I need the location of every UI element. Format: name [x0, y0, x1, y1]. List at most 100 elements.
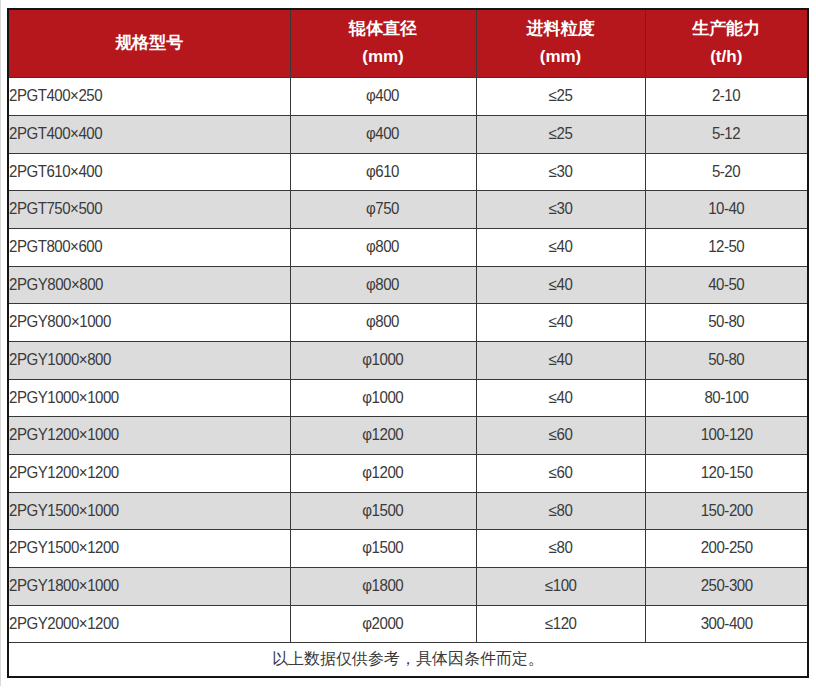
roller-diameter-cell: φ800 — [290, 303, 476, 341]
table-row: 2PGY1500×1000 φ1500 ≤80 150-200 — [8, 492, 808, 529]
feed-size-cell-text: ≤30 — [549, 163, 573, 181]
roller-diameter-cell-text: φ1800 — [363, 577, 404, 595]
capacity-cell: 12-50 — [645, 228, 808, 266]
roller-diameter-cell-text: φ400 — [367, 125, 400, 143]
model-cell: 2PGY1500×1000 — [8, 492, 290, 529]
feed-size-cell-text: ≤60 — [549, 464, 573, 482]
model-cell-text: 2PGT800×600 — [9, 238, 102, 256]
roller-diameter-cell-text: φ1200 — [363, 464, 404, 482]
capacity-cell-text: 12-50 — [708, 238, 744, 256]
roller-diameter-cell: φ1200 — [290, 416, 476, 454]
table-body: 2PGT400×250φ400≤252-102PGT400×400φ400≤25… — [8, 77, 808, 642]
roller-diameter-cell: φ400 — [290, 115, 476, 153]
feed-size-cell: ≤100 — [476, 567, 645, 605]
model-cell: 2PGY2000×1200 — [8, 605, 290, 642]
model-cell: 2PGT800×600 — [8, 228, 290, 266]
table-footer: 以上数据仅供参考，具体因条件而定。 — [8, 642, 808, 677]
feed-size-cell: ≤40 — [476, 341, 645, 379]
table-row: 2PGT750×500φ750≤3010-40 — [8, 190, 808, 228]
table-row: 2PGY2000×1200φ2000≤120300-400 — [8, 605, 808, 642]
model-cell: 2PGY1000×1000 — [8, 379, 290, 416]
capacity-cell-text: 80-100 — [704, 389, 748, 407]
roller-diameter-cell: φ610 — [290, 153, 476, 190]
page-edge-line — [0, 0, 1, 686]
feed-size-cell: ≤60 — [476, 416, 645, 454]
model-cell: 2PGT610×400 — [8, 153, 290, 190]
capacity-cell-text: 300-400 — [700, 615, 752, 633]
roller-diameter-cell: φ750 — [290, 190, 476, 228]
feed-size-cell-text: ≤40 — [549, 389, 573, 407]
capacity-cell: 250-300 — [645, 567, 808, 605]
col-header-capacity: 生产能力(t/h) — [645, 9, 808, 77]
model-cell-text: 2PGY1000×1000 — [9, 389, 119, 407]
table-footnote: 以上数据仅供参考，具体因条件而定。 — [8, 642, 808, 677]
table-row: 2PGT400×400 φ400 ≤25 5-12 — [8, 115, 808, 153]
feed-size-cell: ≤80 — [476, 492, 645, 529]
table-row: 2PGY1500×1200 φ1500 ≤80 200-250 — [8, 529, 808, 567]
capacity-cell-text: 5-12 — [712, 125, 740, 143]
capacity-cell-text: 200-250 — [700, 539, 752, 557]
roller-diameter-cell-text: φ1500 — [363, 502, 404, 520]
roller-diameter-cell: φ1000 — [290, 379, 476, 416]
table-row: 2PGT400×250φ400≤252-10 — [8, 77, 808, 115]
model-cell-text: 2PGY1200×1000 — [9, 426, 119, 444]
table-row: 2PGY800×1000 φ800≤4050-80 — [8, 303, 808, 341]
spec-table: 规格型号 辊体直径(mm) 进料粒度(mm) 生产能力(t/h) 2PGT400… — [7, 8, 809, 678]
roller-diameter-cell-text: φ1200 — [363, 426, 404, 444]
model-cell-text: 2PGY800×1000 — [9, 313, 111, 331]
model-cell-text: 2PGY1200×1200 — [9, 464, 119, 482]
model-cell-text: 2PGY1500×1200 — [9, 539, 119, 557]
table-row: 2PGY1000×1000 φ1000 ≤40 80-100 — [8, 379, 808, 416]
roller-diameter-cell-text: φ610 — [367, 163, 400, 181]
feed-size-cell: ≤40 — [476, 228, 645, 266]
roller-diameter-cell-text: φ2000 — [363, 615, 404, 633]
roller-diameter-cell: φ1000 — [290, 341, 476, 379]
capacity-cell-text: 150-200 — [700, 502, 752, 520]
capacity-cell: 80-100 — [645, 379, 808, 416]
capacity-cell: 5-12 — [645, 115, 808, 153]
model-cell: 2PGY800×1000 — [8, 303, 290, 341]
feed-size-cell: ≤30 — [476, 190, 645, 228]
feed-size-cell-text: ≤25 — [549, 125, 573, 143]
feed-size-cell: ≤30 — [476, 153, 645, 190]
capacity-cell-text: 5-20 — [712, 163, 740, 181]
col-header-feed-size: 进料粒度(mm) — [476, 9, 645, 77]
roller-diameter-cell-text: φ800 — [367, 276, 400, 294]
model-cell: 2PGY1500×1200 — [8, 529, 290, 567]
feed-size-cell-text: ≤80 — [549, 502, 573, 520]
model-cell-text: 2PGY1500×1000 — [9, 502, 119, 520]
model-cell: 2PGY1200×1000 — [8, 416, 290, 454]
roller-diameter-cell-text: φ1500 — [363, 539, 404, 557]
model-cell-text: 2PGT400×250 — [9, 87, 102, 105]
table-row: 2PGY1200×1200 φ1200 ≤60 120-150 — [8, 454, 808, 492]
roller-diameter-cell-text: φ400 — [367, 87, 400, 105]
model-cell-text: 2PGY2000×1200 — [9, 615, 119, 633]
feed-size-cell: ≤80 — [476, 529, 645, 567]
roller-diameter-cell-text: φ1000 — [363, 351, 404, 369]
capacity-cell: 50-80 — [645, 303, 808, 341]
col-header-model: 规格型号 — [8, 9, 290, 77]
feed-size-cell-text: ≤40 — [549, 351, 573, 369]
footnote-row: 以上数据仅供参考，具体因条件而定。 — [8, 642, 808, 677]
feed-size-cell-text: ≤80 — [549, 539, 573, 557]
feed-size-cell: ≤40 — [476, 266, 645, 303]
feed-size-cell: ≤25 — [476, 115, 645, 153]
roller-diameter-cell: φ1200 — [290, 454, 476, 492]
feed-size-cell: ≤40 — [476, 303, 645, 341]
roller-diameter-cell: φ1800 — [290, 567, 476, 605]
feed-size-cell: ≤25 — [476, 77, 645, 115]
capacity-cell: 40-50 — [645, 266, 808, 303]
roller-diameter-cell: φ1500 — [290, 492, 476, 529]
table-row: 2PGY800×800 φ800 ≤40 40-50 — [8, 266, 808, 303]
model-cell: 2PGY1800×1000 — [8, 567, 290, 605]
model-cell-text: 2PGY800×800 — [9, 276, 103, 294]
roller-diameter-cell: φ1500 — [290, 529, 476, 567]
spec-table-container: 规格型号 辊体直径(mm) 进料粒度(mm) 生产能力(t/h) 2PGT400… — [7, 8, 809, 678]
model-cell: 2PGT400×400 — [8, 115, 290, 153]
roller-diameter-cell: φ800 — [290, 228, 476, 266]
capacity-cell-text: 120-150 — [700, 464, 752, 482]
capacity-cell-text: 40-50 — [708, 276, 744, 294]
model-cell: 2PGY1200×1200 — [8, 454, 290, 492]
feed-size-cell: ≤60 — [476, 454, 645, 492]
table-header: 规格型号 辊体直径(mm) 进料粒度(mm) 生产能力(t/h) — [8, 9, 808, 77]
